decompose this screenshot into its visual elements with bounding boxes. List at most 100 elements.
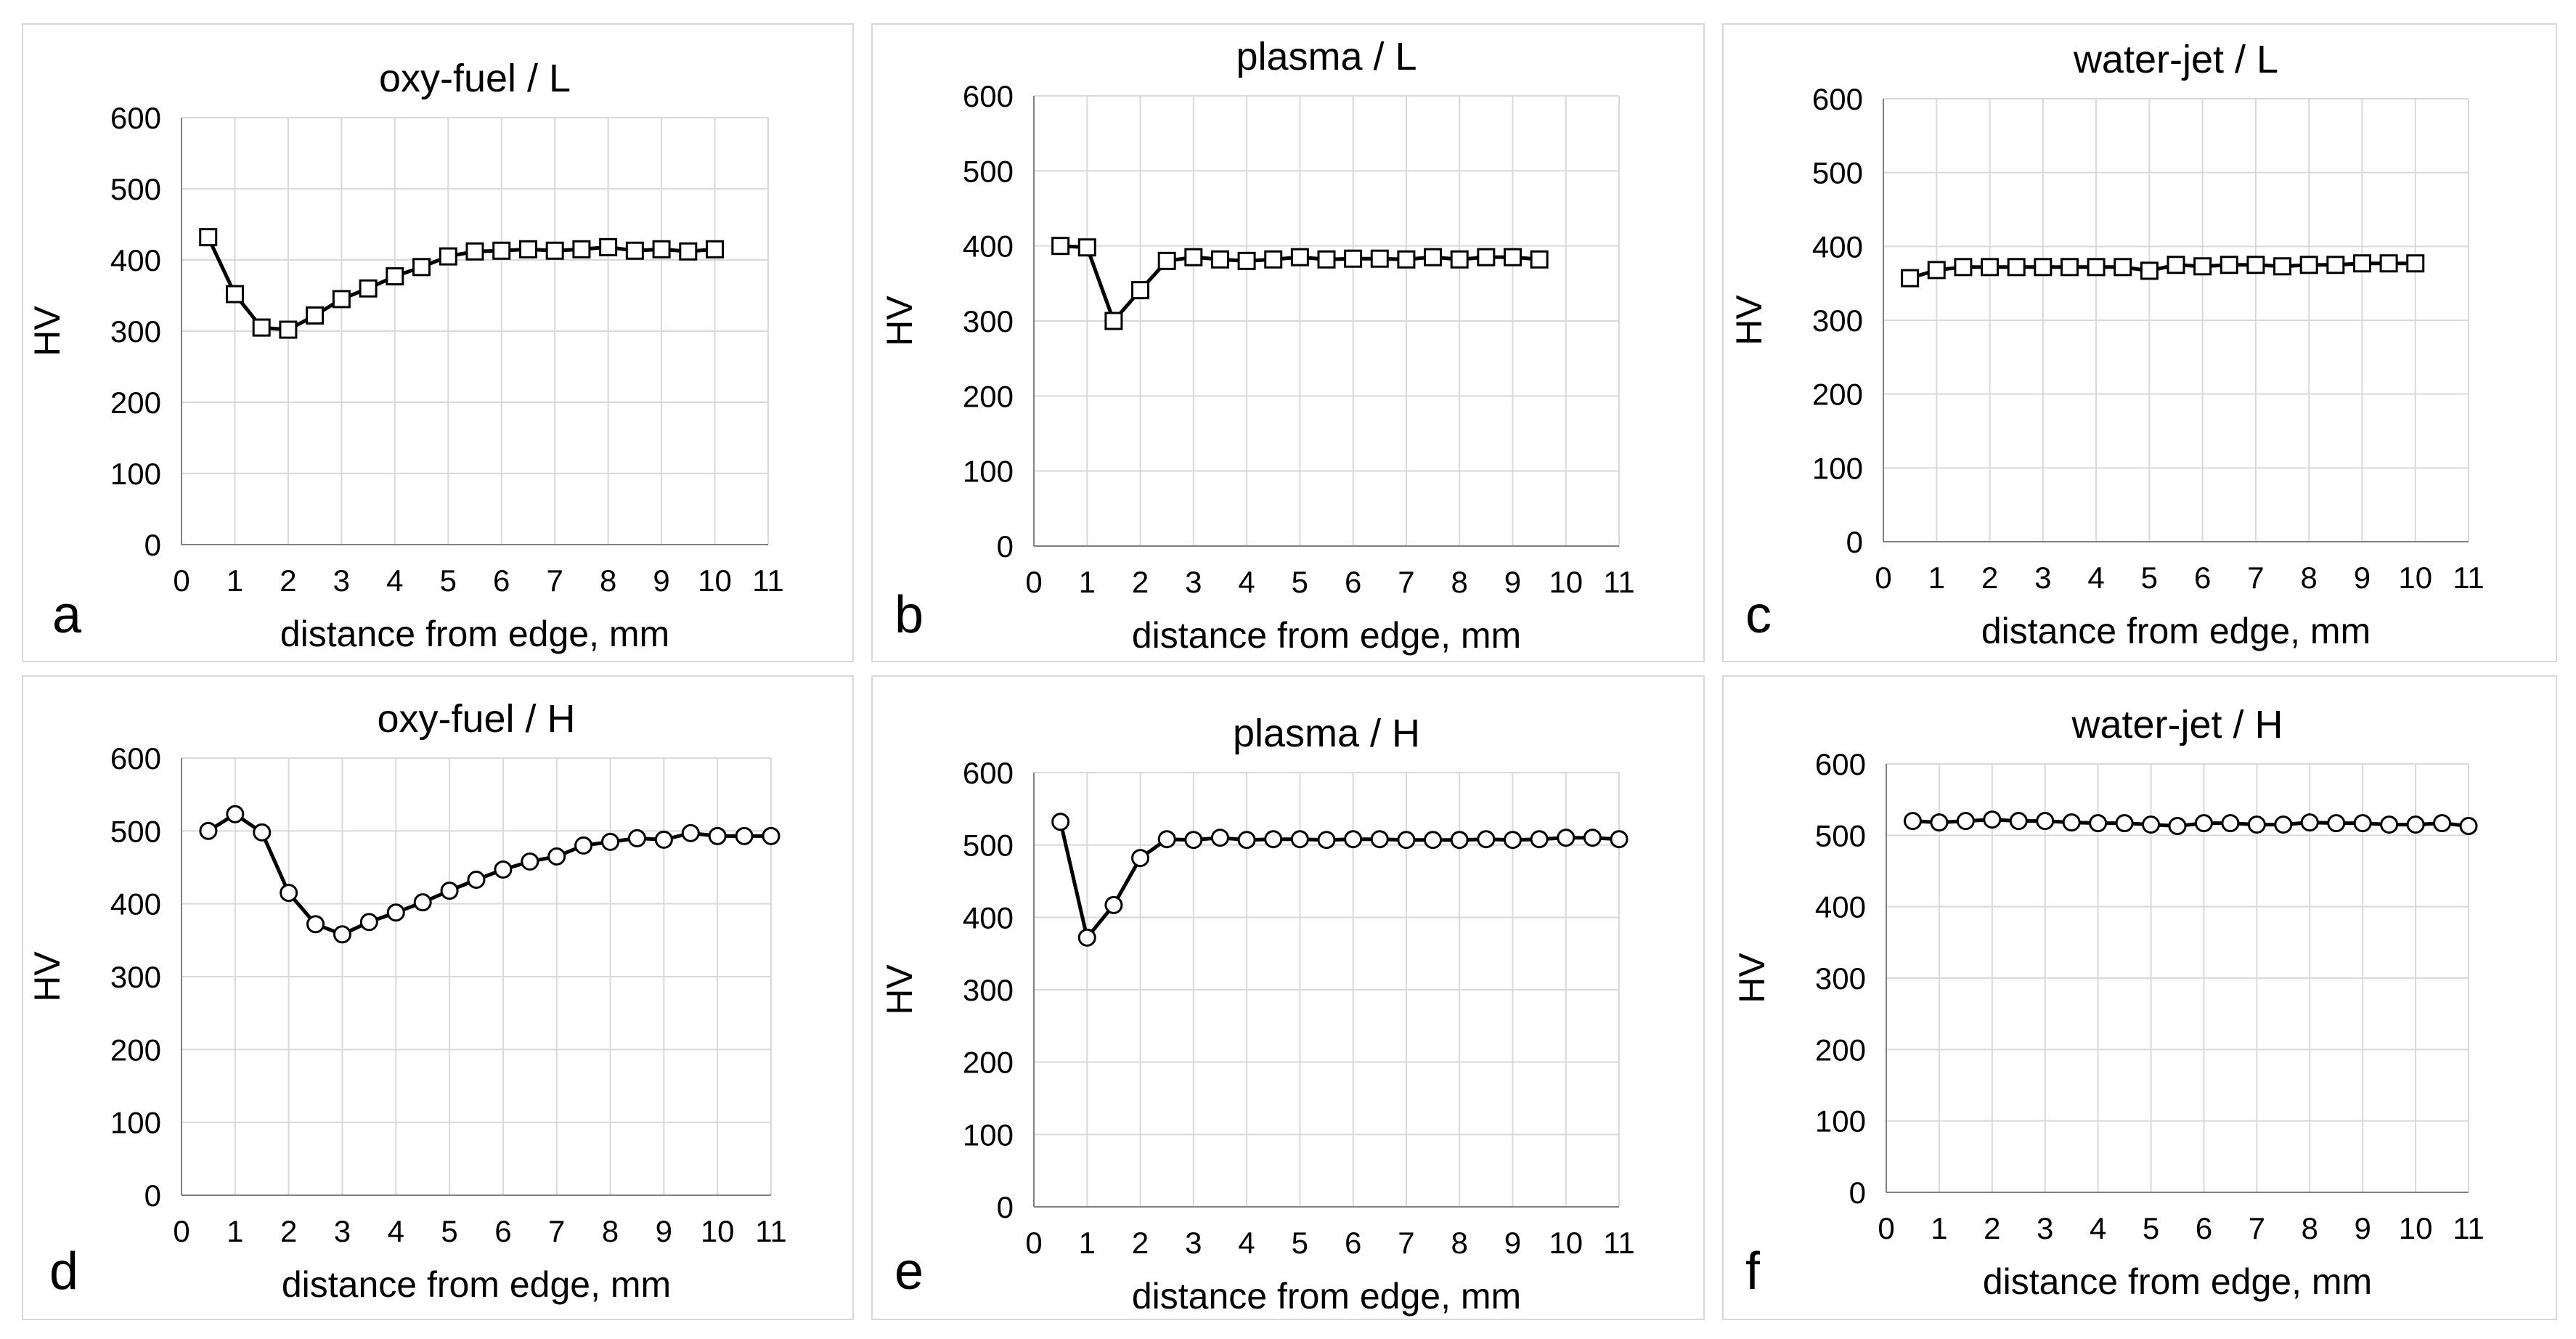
x-tick-label: 11 [2453,561,2485,595]
x-axis-label: distance from edge, mm [1983,1261,2372,1302]
y-tick-label: 500 [1815,818,1866,852]
x-tick-label: 9 [653,563,669,598]
data-point [199,821,218,840]
x-tick-label: 2 [1984,1211,2000,1245]
x-tick-label: 3 [1185,565,1202,599]
data-point [1530,830,1549,849]
data-point [2167,256,2185,274]
y-tick-label: 300 [110,960,161,994]
x-tick-label: 7 [1398,565,1414,599]
y-tick-label: 0 [997,529,1014,563]
chart-title: water-jet / L [2073,38,2278,81]
x-tick-label: 11 [1603,1226,1635,1260]
data-point [1930,813,1949,832]
data-point [1157,830,1176,849]
y-tick-label: 0 [997,1190,1014,1224]
y-tick-label: 300 [110,314,161,349]
data-point [1317,831,1336,850]
data-point [1610,830,1629,849]
x-tick-label: 7 [2247,561,2264,595]
y-tick-label: 600 [110,101,161,135]
x-tick-label: 8 [2301,561,2318,595]
chart-f: 0 100 200 300 400 500 600 0 1 2 3 4 5 6 7 8 9 10 11 water-j… [1732,703,2485,1302]
data-point [1290,248,1309,266]
data-point [1477,248,1496,266]
data-point [1503,831,1522,850]
data-point [1583,829,1602,847]
y-tick-label: 100 [110,457,161,491]
x-tick-label: 4 [388,1214,404,1248]
x-tick-label: 11 [2453,1211,2485,1245]
data-point [762,826,780,845]
chart-title: plasma / H [1233,712,1420,755]
x-tick-label: 10 [698,563,732,598]
data-point [1264,250,1283,269]
y-tick-label: 200 [110,386,161,420]
data-point [2009,812,2028,831]
data-point [2194,814,2213,833]
data-point [1983,810,2002,829]
data-point [1344,830,1363,849]
data-point [1210,829,1229,847]
x-tick-label: 6 [1345,1226,1361,1260]
x-tick-label: 4 [2090,1211,2106,1245]
y-axis-label: HV [879,964,920,1015]
y-tick-label: 400 [110,887,161,921]
data-point [2300,813,2319,832]
data-point [226,805,245,823]
y-tick-label: 300 [1815,961,1866,996]
y-tick-label: 600 [1812,82,1863,116]
x-tick-label: 0 [1875,561,1891,595]
y-axis-label: HV [879,296,920,346]
x-tick-label: 3 [2034,561,2051,595]
x-tick-label: 9 [1504,1226,1521,1260]
data-point [306,915,325,934]
x-tick-label: 4 [2087,561,2104,595]
x-tick-label: 6 [2196,1211,2212,1245]
x-axis-label: distance from edge, mm [1132,1276,1521,1316]
data-point [439,247,457,266]
data-point [2406,254,2425,273]
x-tick-label: 0 [173,1214,189,1248]
data-point [2193,257,2212,276]
data-point [1903,812,1922,831]
y-tick-label: 100 [1812,451,1863,485]
x-tick-label: 10 [1549,1226,1583,1260]
data-point [332,290,351,309]
data-point [252,318,271,337]
x-tick-label: 6 [2194,561,2211,595]
data-point [465,242,484,261]
data-point [1237,831,1256,850]
data-point [1424,831,1443,850]
data-point [2273,257,2292,276]
data-point [1530,250,1549,269]
chart-c: 0 100 200 300 400 500 600 0 1 2 3 4 5 6 7 8 9 10 11 water-j… [1729,38,2485,651]
data-point [1397,250,1416,269]
data-point [494,860,513,879]
y-tick-label: 600 [1815,747,1866,781]
y-tick-label: 600 [110,741,161,776]
data-point [2433,814,2452,833]
data-point [2115,814,2134,833]
x-tick-label: 1 [1079,1226,1096,1260]
data-point [572,240,591,259]
x-axis-label: distance from edge, mm [1981,611,2371,651]
panel-e: 0 100 200 300 400 500 600 0 1 2 3 4 5 6 7 8 9 10 11 plasma … [871,675,1705,1320]
data-point [1264,830,1283,849]
x-tick-label: 3 [334,1214,351,1248]
data-point [735,826,754,845]
data-point [253,823,272,842]
y-tick-label: 600 [963,79,1014,113]
y-tick-label: 200 [1815,1033,1866,1067]
chart-a: 0 100 200 300 400 500 600 0 1 2 3 4 5 6 7 8 9 10 11 oxy-fue… [27,57,784,654]
x-tick-label: 2 [1981,561,1998,595]
y-tick-label: 500 [963,154,1014,188]
x-tick-label: 1 [1079,565,1096,599]
data-point [413,893,432,912]
data-point [1237,251,1256,270]
data-point [1077,238,1096,257]
x-tick-label: 3 [333,563,350,598]
data-point [708,826,727,845]
x-tick-label: 7 [547,563,563,598]
y-tick-label: 300 [963,304,1014,338]
